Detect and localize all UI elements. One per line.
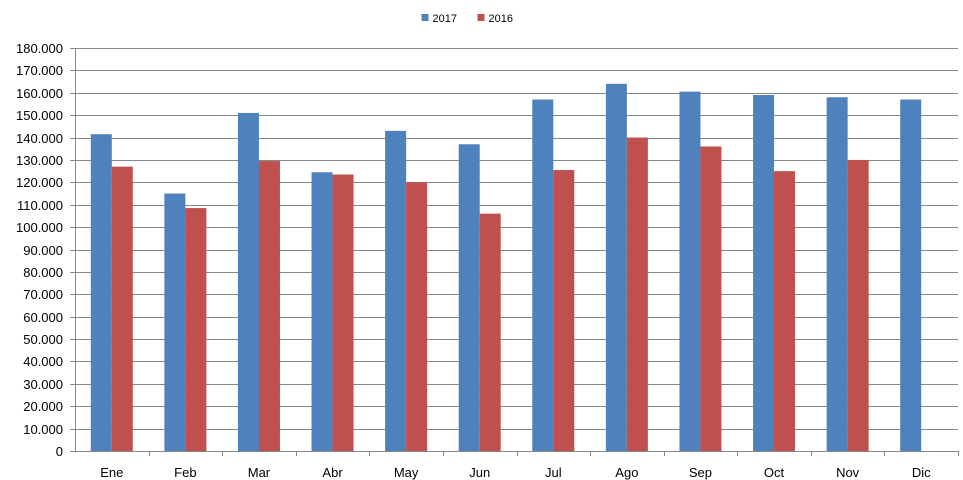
y-tick-label: 180.000 (16, 41, 63, 56)
x-tick-label: May (394, 465, 419, 480)
bar-2017-jun (458, 144, 480, 451)
bar-2016-ene (111, 166, 133, 451)
x-tick-label: Ene (100, 465, 123, 480)
bar-2016-jul (553, 170, 575, 451)
x-tick-label: Jun (469, 465, 490, 480)
y-tick-label: 80.000 (23, 265, 63, 280)
y-tick-label: 30.000 (23, 377, 63, 392)
bar-2016-nov (847, 159, 869, 451)
y-tick-label: 110.000 (17, 198, 63, 213)
gridlines (75, 48, 958, 430)
bar-2016-sep (700, 146, 722, 451)
bar-2016-mar (258, 161, 280, 451)
x-tick-label: Ago (615, 465, 638, 480)
bar-2017-sep (679, 91, 701, 452)
y-tick-label: 60.000 (23, 310, 63, 325)
bar-2017-nov (826, 97, 848, 451)
bar-2017-mar (237, 112, 259, 451)
y-tick-label: 20.000 (23, 399, 63, 414)
bar-2016-feb (185, 208, 207, 451)
x-tick-label: Abr (322, 465, 343, 480)
x-tick-label: Feb (174, 465, 196, 480)
bar-2017-dic (900, 99, 922, 451)
x-tick-label: Jul (545, 465, 562, 480)
y-tick-label: 170.000 (16, 63, 63, 78)
legend-label-2017: 2017 (433, 13, 457, 25)
bars (90, 83, 922, 452)
x-tick-label: Nov (836, 465, 860, 480)
bar-2017-ago (605, 83, 627, 452)
bar-2016-abr (332, 174, 354, 451)
bar-2017-may (385, 130, 407, 452)
bar-2017-feb (164, 193, 186, 451)
y-tick-label: 10.000 (23, 422, 63, 437)
legend-label-2016: 2016 (489, 13, 513, 25)
legend-swatch-2016 (477, 14, 485, 21)
y-tick-label: 40.000 (23, 354, 63, 369)
bar-2016-jun (479, 213, 501, 451)
y-tick-label: 130.000 (16, 153, 63, 168)
y-tick-label: 150.000 (16, 108, 63, 123)
y-tick-label: 100.000 (16, 220, 63, 235)
legend: 2017 2016 (421, 13, 513, 25)
bar-2017-ene (90, 134, 112, 452)
bar-2016-ago (626, 137, 648, 452)
bar-2016-may (406, 182, 428, 452)
y-tick-label: 90.000 (23, 243, 63, 258)
y-tick-label: 50.000 (23, 332, 63, 347)
y-tick-label: 70.000 (23, 287, 63, 302)
y-tick-label: 0 (56, 444, 63, 459)
bar-2017-abr (311, 172, 333, 451)
x-tick-label: Dic (912, 465, 931, 480)
legend-swatch-2017 (421, 14, 429, 21)
y-axis-tick-labels: 0 10.000 20.000 30.000 40.000 50.000 60.000 70.… (16, 41, 63, 459)
y-tick-label: 120.000 (16, 175, 63, 190)
x-axis-tick-labels: Ene Feb Mar Abr May Jun Jul Ago Sep Oct Nov Dic (100, 465, 931, 480)
bar-2017-jul (532, 99, 554, 451)
y-tick-label: 160.000 (16, 86, 63, 101)
x-tick-label: Sep (689, 465, 712, 480)
x-tick-label: Oct (764, 465, 785, 480)
y-tick-label: 140.000 (16, 131, 63, 146)
bar-2017-oct (753, 95, 775, 452)
axes (70, 48, 959, 456)
x-tick-label: Mar (248, 465, 271, 480)
bar-2016-oct (774, 171, 796, 451)
